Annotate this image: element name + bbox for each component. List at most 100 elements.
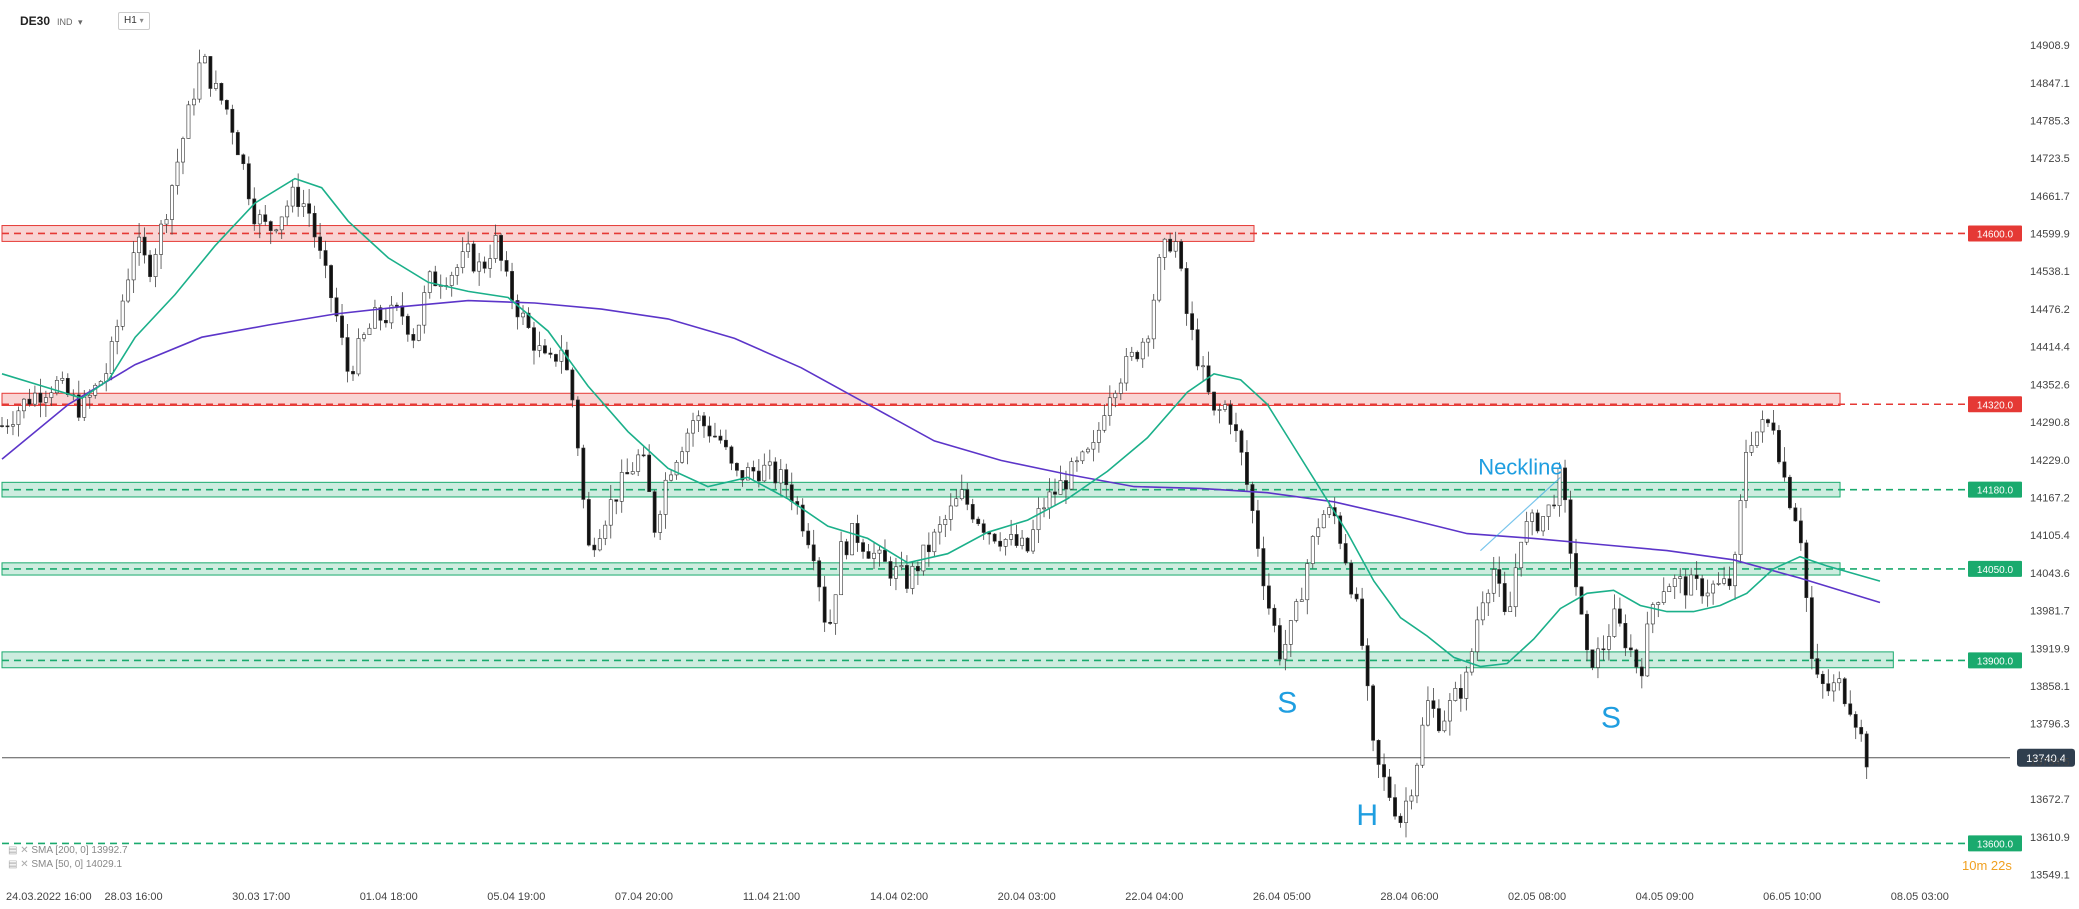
candle-down <box>564 349 569 371</box>
candle-down <box>784 469 789 486</box>
timeframe-selector[interactable]: H1 ▾ <box>118 12 150 30</box>
candle-down <box>148 254 152 277</box>
y-tick-label: 13610.9 <box>2030 832 2070 844</box>
candle-down <box>543 345 547 354</box>
candle-down <box>773 461 778 484</box>
candle-up <box>1299 599 1304 602</box>
candle-down <box>1354 593 1359 600</box>
candles <box>0 49 1869 838</box>
x-tick-label: 06.05 10:00 <box>1763 891 1821 903</box>
candle-up <box>691 420 695 434</box>
candle-down <box>806 530 811 546</box>
y-tick-label: 14785.3 <box>2030 115 2070 127</box>
candle-up <box>1173 241 1178 252</box>
candle-down <box>1579 586 1584 615</box>
candle-down <box>142 236 147 256</box>
candle-down <box>724 439 728 448</box>
candle-up <box>373 307 377 329</box>
x-tick-label: 20.04 03:00 <box>998 891 1056 903</box>
candle-up <box>1140 341 1145 360</box>
candle-up <box>1129 351 1134 357</box>
candle-down <box>866 551 871 559</box>
candle-up <box>466 243 471 252</box>
candle-up <box>115 326 120 342</box>
legend-toggle-icon[interactable]: ▤ ✕ <box>8 859 29 870</box>
x-tick-label: 07.04 20:00 <box>615 891 673 903</box>
candle-down <box>581 447 586 500</box>
x-tick-label: 14.04 02:00 <box>870 891 928 903</box>
x-tick-label: 22.04 04:00 <box>1125 891 1183 903</box>
candle-down <box>1628 647 1633 651</box>
candle-up <box>608 499 613 526</box>
candle-up <box>948 505 953 520</box>
candle-up <box>488 258 493 269</box>
candle-down <box>1338 515 1343 544</box>
candle-down <box>1371 685 1375 741</box>
legend-sma200[interactable]: ▤ ✕ SMA [200, 0] 13992.7 <box>8 845 128 856</box>
candle-up <box>1524 521 1529 543</box>
last-price-label: 13740.4 <box>2026 753 2066 765</box>
candle-down <box>1190 313 1195 330</box>
candle-down <box>384 320 388 324</box>
candle-timer: 10m 22s <box>1962 858 2012 873</box>
candle-down <box>592 544 597 551</box>
legend-toggle-icon[interactable]: ▤ ✕ <box>8 845 29 856</box>
candle-up <box>1009 534 1014 540</box>
candle-up <box>181 138 185 163</box>
candle-up <box>49 392 54 398</box>
x-tick-label: 05.04 19:00 <box>487 891 545 903</box>
candle-up <box>257 214 262 225</box>
candle-down <box>1365 645 1370 687</box>
candle-down <box>735 462 739 471</box>
x-tick-label: 08.05 03:00 <box>1891 891 1949 903</box>
candle-down <box>855 523 860 543</box>
candle-up <box>1294 601 1299 621</box>
candle-down <box>883 549 887 562</box>
level-label-1: 14320.0 <box>1977 400 2014 411</box>
candle-up <box>164 219 169 225</box>
candle-down <box>1234 424 1238 432</box>
candle-down <box>992 533 997 542</box>
candle-down <box>1574 553 1578 588</box>
candle-down <box>1277 625 1282 660</box>
candle-up <box>1442 720 1447 732</box>
candle-up <box>839 541 844 596</box>
candle-up <box>833 594 838 624</box>
candle-up <box>778 469 783 484</box>
candle-down <box>981 523 986 533</box>
candle-up <box>959 489 964 500</box>
candle-down <box>1639 666 1644 677</box>
candle-up <box>60 378 65 381</box>
candle-up <box>1217 409 1222 411</box>
candle-down <box>554 354 558 362</box>
candle-down <box>965 489 970 505</box>
candle-down <box>1590 649 1595 668</box>
candle-up <box>1107 397 1112 416</box>
candle-down <box>208 56 213 89</box>
legend-sma50[interactable]: ▤ ✕ SMA [50, 0] 14029.1 <box>8 859 122 870</box>
symbol-dropdown-icon[interactable]: ▾ <box>78 17 83 27</box>
candle-up <box>663 479 668 515</box>
candle-up <box>367 327 372 335</box>
symbol-name[interactable]: DE30 <box>20 14 51 28</box>
candle-up <box>1480 602 1485 621</box>
y-tick-label: 14105.4 <box>2030 530 2070 542</box>
candle-up <box>1420 724 1425 766</box>
candle-up <box>762 464 767 482</box>
candle-down <box>844 541 849 556</box>
x-tick-label: 28.04 06:00 <box>1380 891 1438 903</box>
candle-down <box>1552 504 1556 507</box>
candle-up <box>1201 365 1205 368</box>
candle-down <box>1782 461 1787 478</box>
y-tick-label: 14599.9 <box>2030 229 2070 241</box>
level-badge-2 <box>1968 481 2022 498</box>
candle-down <box>575 399 580 449</box>
candle-down <box>1239 430 1244 453</box>
neckline-segment <box>1480 477 1561 552</box>
candle-up <box>537 345 542 351</box>
candle-down <box>729 446 734 464</box>
candle-down <box>1228 404 1233 425</box>
candle-up <box>674 461 679 476</box>
